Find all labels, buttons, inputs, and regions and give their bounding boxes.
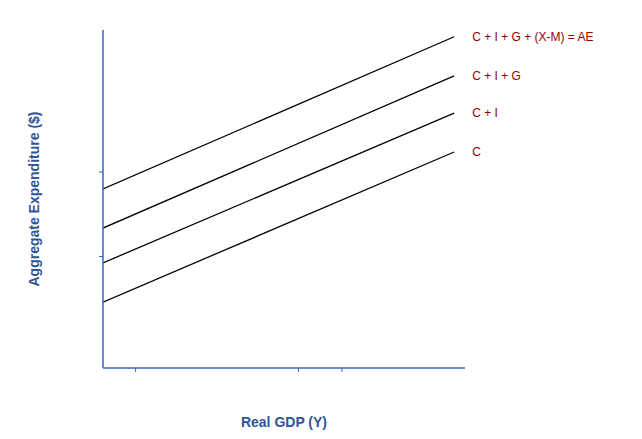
svg-text:Aggregate Expenditure ($): Aggregate Expenditure ($) [26, 111, 42, 286]
svg-text:Real GDP (Y): Real GDP (Y) [241, 414, 327, 430]
svg-text:C + I: C + I [472, 106, 498, 120]
svg-text:C + I + G + (X-M) = AE: C + I + G + (X-M) = AE [472, 30, 593, 44]
svg-text:C: C [472, 145, 481, 159]
svg-text:C + I + G: C + I + G [472, 69, 521, 83]
